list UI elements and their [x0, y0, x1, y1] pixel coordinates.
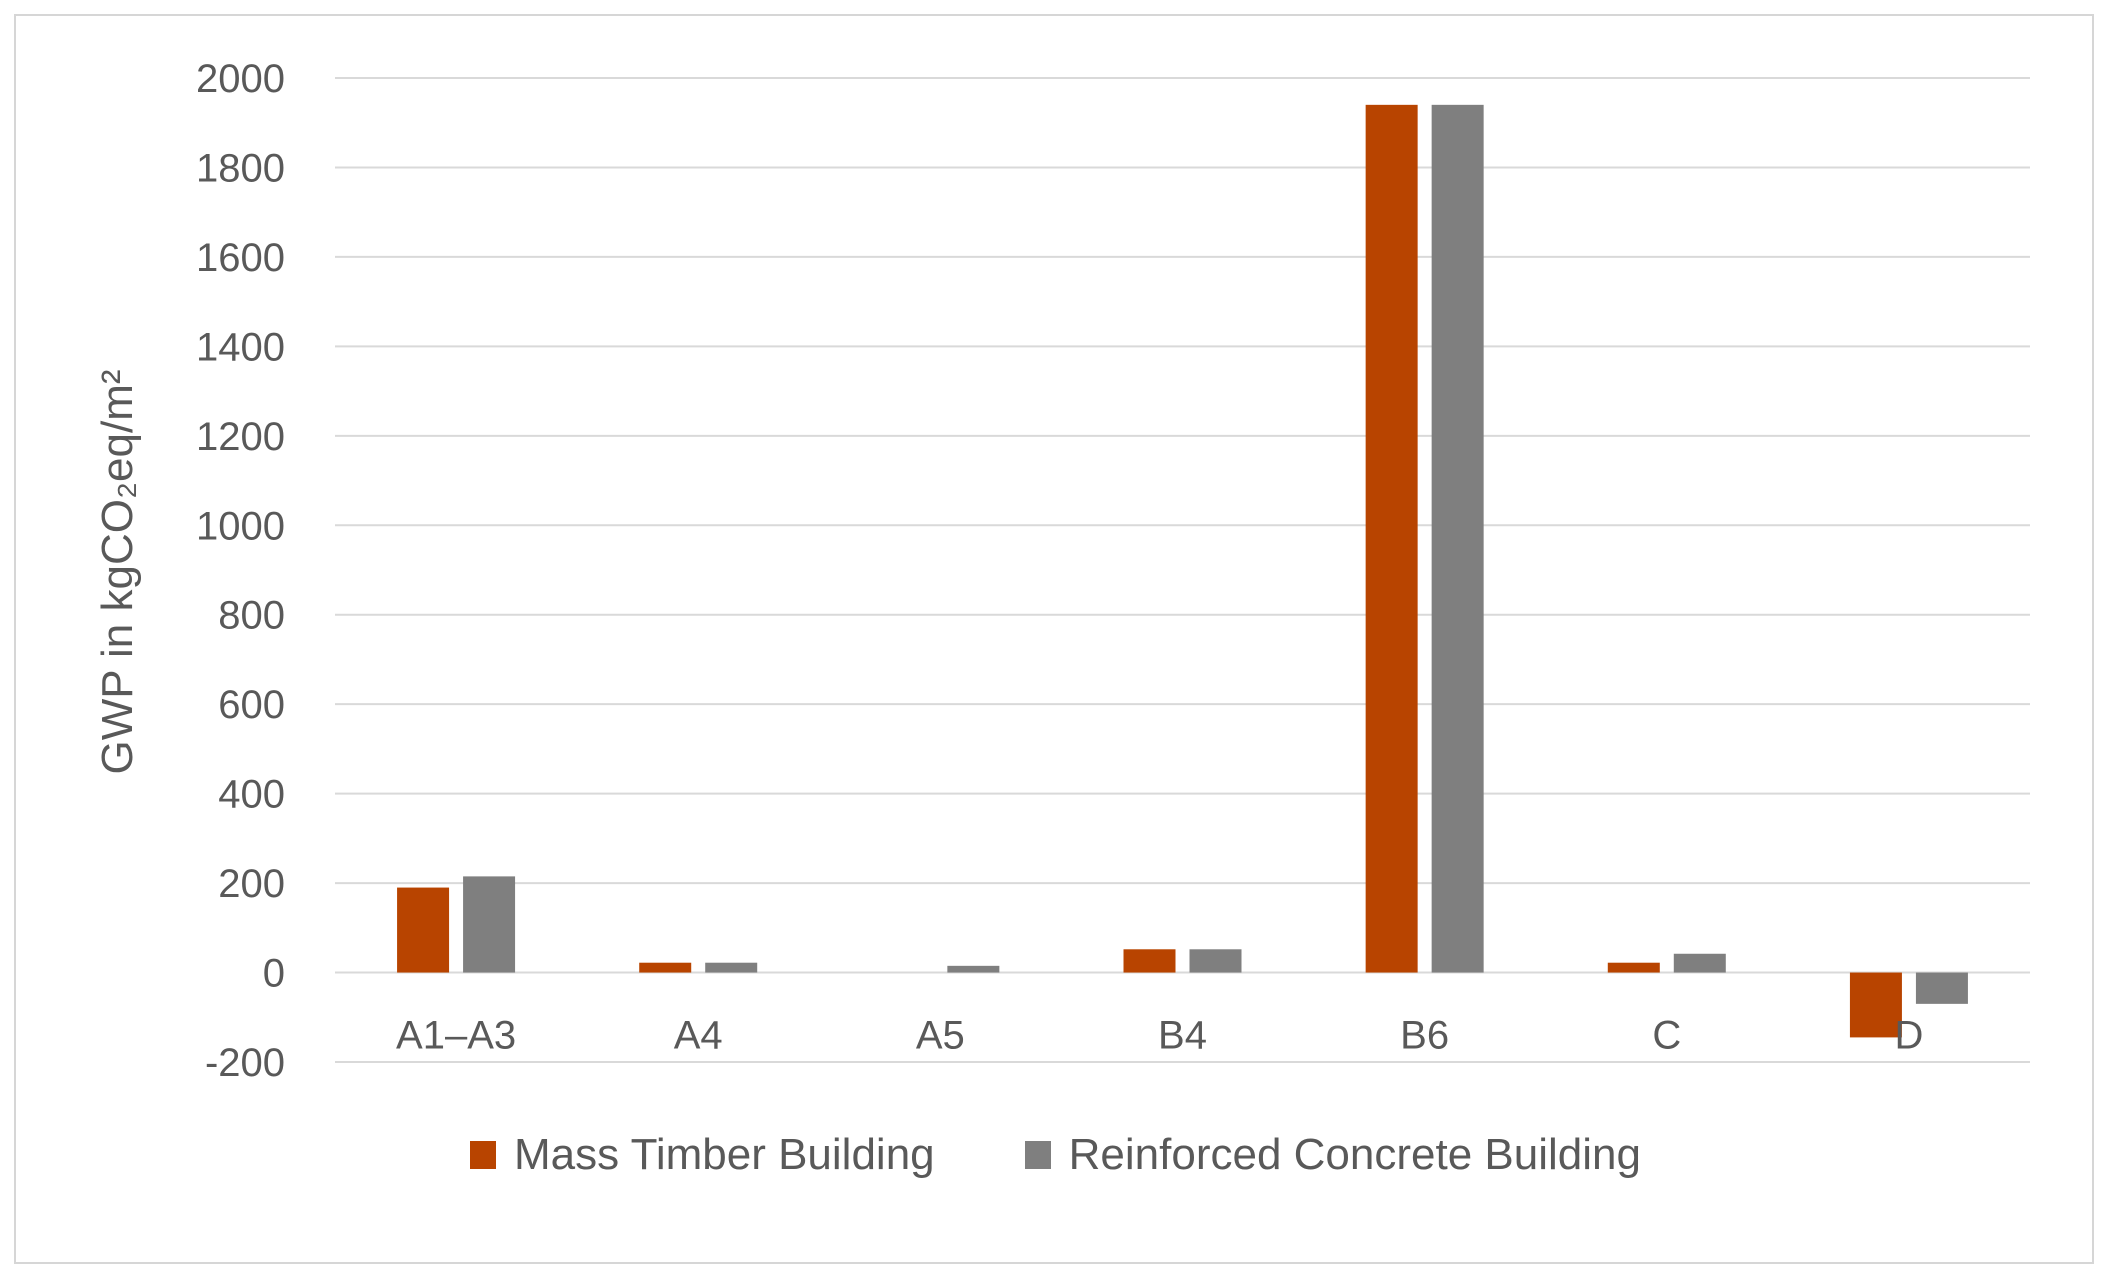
x-tick-label: C: [1652, 1014, 1681, 1058]
bar-reinforced-concrete: [705, 962, 758, 973]
legend: Mass Timber Building Reinforced Concrete…: [0, 1130, 2111, 1180]
y-tick-label: 1200: [196, 415, 285, 459]
x-tick-label: B4: [1158, 1014, 1207, 1058]
bar-mass-timber: [639, 962, 692, 973]
bar-reinforced-concrete: [1431, 104, 1484, 973]
legend-item-mass-timber: Mass Timber Building: [470, 1130, 935, 1180]
bar-mass-timber: [1123, 949, 1176, 973]
bar-mass-timber: [397, 887, 450, 973]
y-tick-label: 1000: [196, 504, 285, 548]
x-tick-label: A1–A3: [396, 1014, 516, 1058]
bar-reinforced-concrete: [1915, 972, 1968, 1004]
gridlines: [335, 77, 2030, 1063]
legend-item-reinforced-concrete: Reinforced Concrete Building: [1024, 1130, 1641, 1180]
y-tick-label: 600: [218, 683, 285, 727]
bar-mass-timber: [1365, 104, 1418, 973]
y-tick-label: 400: [218, 773, 285, 817]
bars: [397, 104, 1968, 1038]
legend-swatch-mass-timber: [470, 1141, 497, 1169]
bar-reinforced-concrete: [1189, 949, 1242, 973]
x-axis-ticks: A1–A3 A4 A5 B4 B6 C D: [396, 1014, 1923, 1058]
legend-label-mass-timber: Mass Timber Building: [514, 1130, 935, 1179]
legend-swatch-reinforced-concrete: [1024, 1141, 1051, 1169]
legend-label-reinforced-concrete: Reinforced Concrete Building: [1068, 1130, 1641, 1179]
bar-mass-timber: [1607, 962, 1660, 973]
bar-mass-timber: [1849, 972, 1902, 1038]
bar-reinforced-concrete: [1673, 953, 1726, 973]
bar-reinforced-concrete: [463, 876, 516, 973]
y-tick-label: 1800: [196, 146, 285, 190]
y-tick-label: 1600: [196, 236, 285, 280]
x-tick-label: D: [1894, 1014, 1923, 1058]
y-tick-label: 200: [218, 862, 285, 906]
y-tick-label: 1400: [196, 325, 285, 369]
y-tick-label: 2000: [196, 57, 285, 101]
x-tick-label: A5: [916, 1014, 965, 1058]
x-tick-label: A4: [674, 1014, 723, 1058]
y-axis-ticks: -200 0 200 400 600 800 1000 1200 1400 1600 1800 200…: [196, 57, 285, 1085]
chart-frame: [14, 14, 2094, 1264]
x-tick-label: B6: [1400, 1014, 1449, 1058]
y-axis-label: GWP in kgCO₂eq/m²: [93, 369, 142, 774]
y-tick-label: 0: [263, 952, 285, 996]
y-tick-label: -200: [205, 1041, 285, 1085]
y-tick-label: 800: [218, 594, 285, 638]
bar-reinforced-concrete: [947, 965, 1000, 973]
